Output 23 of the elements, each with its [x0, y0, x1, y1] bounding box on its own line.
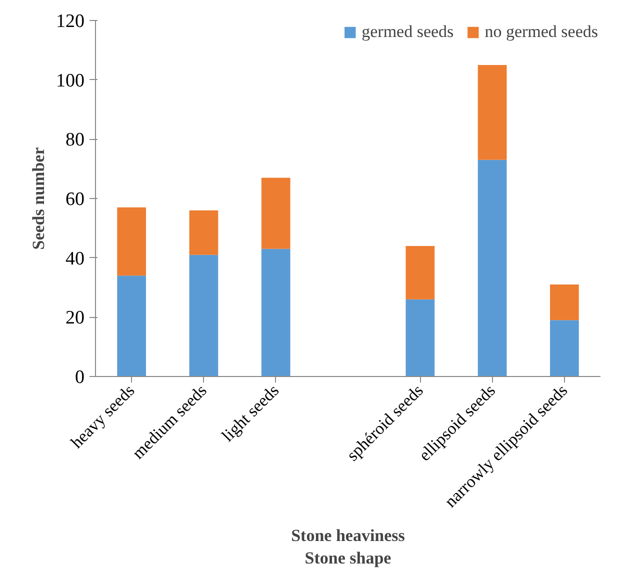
y-tick-label: 20 — [66, 308, 84, 329]
y-tick-label: 40 — [66, 248, 84, 270]
y-tick-label: 0 — [75, 367, 84, 388]
bar — [406, 299, 435, 376]
bar — [478, 65, 507, 160]
y-tick-label: 100 — [56, 70, 84, 92]
bar — [406, 246, 435, 300]
bar — [189, 254, 218, 376]
legend-label: germed seeds — [362, 22, 454, 42]
x-axis-title: Stone heaviness Stone shape — [291, 526, 406, 568]
bar — [478, 160, 507, 376]
bar — [261, 178, 290, 249]
bar — [117, 207, 146, 276]
y-tick-label: 60 — [66, 189, 84, 210]
bar — [550, 284, 579, 320]
bar — [550, 320, 579, 376]
y-tick-label: 120 — [56, 11, 84, 32]
bar — [189, 210, 218, 255]
bar — [261, 248, 290, 376]
y-axis-title: Seeds number — [29, 146, 48, 250]
y-tick-label: 80 — [66, 130, 84, 151]
legend-label: no germed seeds — [484, 22, 598, 42]
bar — [117, 276, 146, 376]
